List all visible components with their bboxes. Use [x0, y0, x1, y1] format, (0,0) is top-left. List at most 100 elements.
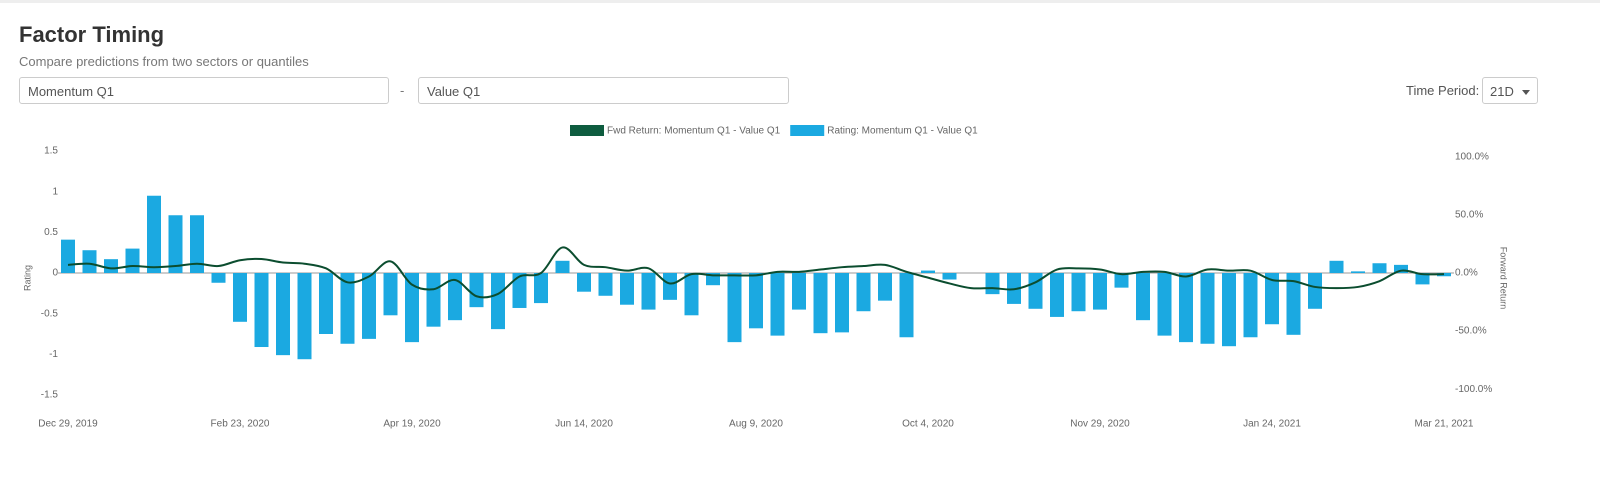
x-tick-label: Jun 14, 2020	[555, 419, 613, 430]
bar	[1200, 273, 1215, 344]
bar	[297, 273, 312, 360]
bar	[1243, 273, 1258, 338]
legend-label: Rating: Momentum Q1 - Value Q1	[827, 126, 978, 137]
bar	[1071, 273, 1086, 312]
x-tick-label: Nov 29, 2020	[1070, 419, 1130, 430]
bar	[727, 273, 742, 343]
bar	[1372, 263, 1387, 273]
bar	[878, 273, 892, 301]
bar	[749, 273, 763, 329]
x-tick-label: Mar 21, 2021	[1415, 419, 1474, 430]
page-subtitle: Compare predictions from two sectors or …	[19, 54, 309, 69]
y-tick-label: 1.5	[44, 146, 58, 157]
bar	[383, 273, 398, 316]
y2-tick-label: -100.0%	[1455, 384, 1492, 395]
sector-a-input[interactable]: Momentum Q1	[19, 77, 389, 104]
bar	[835, 273, 849, 333]
x-tick-label: Aug 9, 2020	[729, 419, 783, 430]
bar	[448, 273, 462, 321]
x-tick-label: Feb 23, 2020	[211, 419, 270, 430]
x-tick-label: Apr 19, 2020	[383, 419, 441, 430]
y-tick-label: -1	[49, 349, 58, 360]
bar	[512, 273, 527, 308]
y-tick-label: 0	[52, 268, 58, 279]
bar	[319, 273, 333, 334]
y2-tick-label: 100.0%	[1455, 151, 1489, 162]
bar	[190, 215, 204, 273]
bar	[641, 273, 656, 310]
bar	[1329, 260, 1344, 273]
legend-swatch	[790, 125, 825, 136]
bar	[362, 273, 376, 339]
bar	[1222, 273, 1236, 347]
page-title: Factor Timing	[19, 22, 165, 47]
bar	[469, 273, 484, 308]
separator: -	[400, 83, 405, 98]
bar	[856, 273, 871, 312]
bar	[125, 248, 140, 273]
bar	[405, 273, 419, 343]
bar	[1308, 273, 1322, 309]
bar	[1179, 273, 1193, 343]
sector-b-input[interactable]: Value Q1	[418, 77, 789, 104]
bar	[82, 250, 97, 273]
caret	[1522, 90, 1530, 95]
time-period-value: 21D	[1490, 84, 1514, 99]
bar	[899, 273, 914, 338]
bar	[340, 273, 355, 344]
bar	[1394, 264, 1408, 273]
bar	[1351, 271, 1365, 273]
bar	[792, 273, 806, 310]
bar	[211, 273, 226, 283]
top-bar	[0, 0, 1600, 3]
y-axis-title: Rating	[22, 265, 32, 291]
bar	[577, 273, 591, 292]
bar	[61, 239, 75, 273]
x-tick-label: Jan 24, 2021	[1243, 419, 1301, 430]
bar	[426, 273, 441, 327]
bar	[598, 273, 613, 296]
y2-axis-title: Forward Return	[1499, 247, 1509, 310]
bar	[104, 259, 118, 273]
bar	[985, 273, 1000, 295]
bar	[921, 270, 935, 273]
bar	[684, 273, 699, 316]
line	[67, 246, 1445, 299]
y-tick-label: -1.5	[41, 390, 59, 401]
y-tick-label: -0.5	[41, 308, 59, 319]
time-period-select[interactable]: 21D	[1482, 77, 1538, 104]
y-tick-label: 1	[52, 186, 58, 197]
bar	[1136, 273, 1150, 321]
bar	[942, 273, 957, 280]
legend-swatch	[570, 125, 604, 136]
bar	[276, 273, 290, 356]
bar	[1415, 273, 1430, 285]
legend-label: Fwd Return: Momentum Q1 - Value Q1	[607, 126, 781, 137]
bar	[555, 260, 570, 273]
bar	[1050, 273, 1064, 317]
y2-tick-label: 0.0%	[1455, 268, 1478, 279]
bar	[1265, 273, 1279, 325]
bar	[1286, 273, 1301, 335]
bar	[1028, 273, 1043, 309]
bar	[534, 273, 548, 304]
bar	[1157, 273, 1172, 336]
bar	[491, 273, 505, 330]
bar	[254, 273, 269, 348]
x-tick-label: Oct 4, 2020	[902, 419, 954, 430]
bar	[620, 273, 634, 305]
time-period-label: Time Period:	[1406, 83, 1480, 98]
bar	[1114, 273, 1129, 288]
bar	[770, 273, 785, 336]
bar	[663, 273, 677, 300]
y2-tick-label: 50.0%	[1455, 210, 1483, 221]
bar	[233, 273, 247, 322]
y-tick-label: 0.5	[44, 227, 58, 238]
bar	[147, 195, 161, 273]
x-tick-label: Dec 29, 2019	[38, 419, 98, 430]
bar	[168, 215, 183, 273]
bar	[1093, 273, 1107, 310]
bar	[813, 273, 828, 334]
